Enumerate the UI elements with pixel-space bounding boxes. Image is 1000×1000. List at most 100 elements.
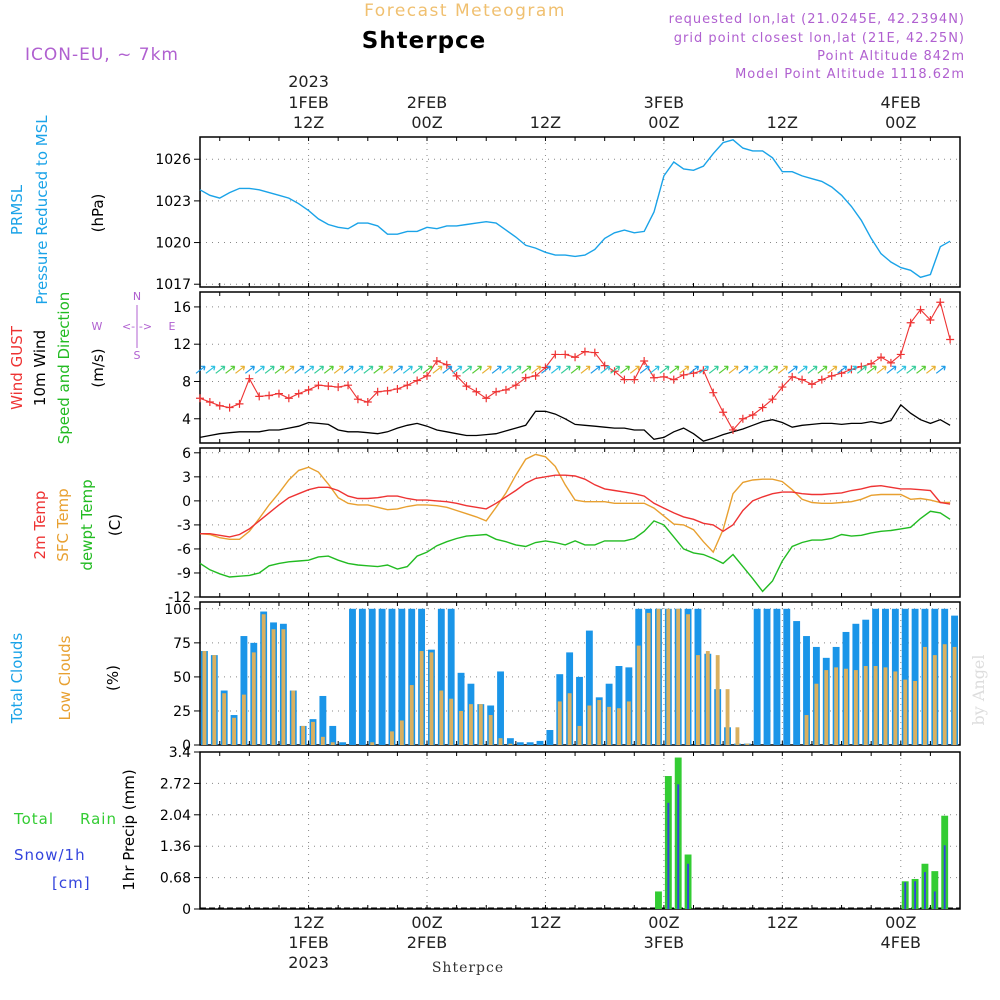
y-tick-label: 25 — [173, 704, 191, 720]
cloud-series — [201, 608, 958, 745]
low-cloud-bar — [222, 693, 227, 745]
total-cloud-bar — [378, 608, 386, 745]
precip-snow-bar — [914, 881, 917, 909]
gust-point — [659, 372, 668, 381]
panel-frame — [199, 751, 961, 910]
total-cloud-bar — [339, 742, 347, 745]
gust-point — [501, 385, 510, 394]
low-cloud-bar — [478, 704, 483, 745]
low-cloud-bar — [281, 629, 286, 745]
wind-direction-arrow — [669, 365, 680, 374]
gust-point — [314, 381, 323, 390]
low-cloud-bar — [923, 646, 927, 745]
low-cloud-bar — [844, 668, 848, 745]
gust-point — [650, 373, 659, 382]
gust-point — [274, 389, 283, 398]
time-label-bottom: 00Z — [411, 913, 442, 932]
wind-direction-arrow — [205, 365, 216, 374]
gust-point — [600, 361, 609, 370]
gust-point — [867, 359, 876, 368]
low-cloud-bar — [241, 694, 246, 745]
total-cloud-bar — [398, 608, 406, 745]
gust-point — [432, 356, 441, 365]
wind-direction-arrow — [807, 365, 818, 374]
gust-point — [472, 387, 481, 396]
wind-direction-arrow — [491, 365, 502, 374]
precip-snow-bar — [687, 863, 690, 909]
low-cloud-bar — [952, 646, 957, 745]
wind-panel-labels: Wind GUST 10m Wind Speed and Direction (… — [8, 290, 176, 444]
time-axis: 20231FEB12Z12Z1FEB20232FEB00Z00Z2FEB12Z1… — [288, 72, 921, 972]
low-cloud-bar — [873, 666, 878, 745]
gust-point — [817, 375, 826, 384]
y-tick-label: 3 — [182, 470, 191, 486]
gust-point — [403, 381, 412, 390]
low-cloud-bar — [261, 614, 266, 745]
time-label-top: 00Z — [411, 113, 442, 132]
bottom-location: Shterpce — [432, 960, 504, 976]
cloud-panel-labels: Total Clouds Low Clouds (%) — [8, 633, 122, 725]
gridpoint-coords: grid point closest lon,lat (21E, 42.25N) — [674, 31, 965, 46]
panel-frame — [199, 291, 961, 444]
low-cloud-bar — [557, 701, 562, 745]
precip-snow-label: Snow/1h — [14, 846, 86, 864]
total-cloud-bar — [457, 672, 465, 745]
low-cloud-bar — [330, 742, 335, 745]
wind-direction-arrow — [235, 365, 246, 374]
low-cloud-bar — [202, 651, 207, 745]
total-cloud-bar — [911, 608, 919, 745]
time-label-bottom: 2023 — [288, 953, 329, 972]
wind-direction-arrow — [541, 365, 552, 374]
gust-point — [235, 399, 244, 408]
gust-point — [827, 371, 836, 380]
total-clouds-label: Total Clouds — [8, 633, 26, 725]
low-cloud-bar — [666, 608, 671, 745]
y-tick-label: 100 — [164, 602, 191, 618]
y-tick-label: 2.04 — [160, 808, 191, 824]
time-label-top: 3FEB — [644, 93, 684, 112]
wind-direction-arrow — [590, 365, 601, 374]
gust-point — [620, 375, 629, 384]
total-cloud-bar — [319, 695, 327, 745]
point-altitude: Point Altitude 842m — [817, 49, 965, 64]
wind-direction-arrow — [254, 365, 265, 374]
gust-point — [442, 360, 451, 369]
gust-point — [571, 353, 580, 362]
wind-direction-arrow — [708, 365, 719, 374]
panel-4: 0 0.68 1.36 2.04 2.72 3.4 — [160, 745, 961, 918]
wind-direction-arrow — [728, 365, 739, 374]
wind-direction-arrow — [610, 365, 621, 374]
low-cloud-bar — [577, 725, 582, 745]
time-label-top: 00Z — [885, 113, 916, 132]
low-cloud-bar — [311, 721, 315, 745]
gust-point — [877, 353, 886, 362]
precip-snow-bar — [677, 784, 680, 909]
gust-point — [462, 382, 471, 391]
panel-0: 1017 1020 1023 1026 — [155, 136, 961, 293]
chart-title: Forecast Meteogram — [364, 1, 566, 21]
time-label-bottom: 12Z — [530, 913, 561, 932]
y-tick-label: -12 — [168, 590, 191, 606]
low-cloud-bar — [932, 655, 937, 745]
total-cloud-bar — [585, 630, 593, 745]
wind-direction-arrow — [926, 365, 936, 374]
time-label-bottom: 4FEB — [881, 933, 921, 952]
wind-direction-arrow — [284, 365, 295, 374]
wind-direction-arrow — [402, 365, 413, 374]
clouds-unit: (%) — [104, 665, 122, 691]
total-cloud-bar — [329, 725, 337, 745]
wind-direction-arrow — [511, 365, 522, 374]
total-cloud-bar — [368, 608, 376, 745]
low-cloud-bar — [320, 736, 325, 745]
wind-direction-arrow — [363, 365, 374, 374]
gust-point — [719, 408, 728, 417]
total-cloud-bar — [447, 608, 455, 745]
wind-direction-arrow — [560, 365, 571, 374]
wind-direction-arrow — [787, 365, 798, 374]
wind-direction-arrow — [531, 365, 542, 374]
gust-point — [482, 394, 491, 403]
low-cloud-bar — [409, 685, 414, 745]
low-cloud-bar — [715, 655, 720, 745]
low-cloud-bar — [291, 690, 296, 745]
gust-point — [896, 350, 905, 359]
